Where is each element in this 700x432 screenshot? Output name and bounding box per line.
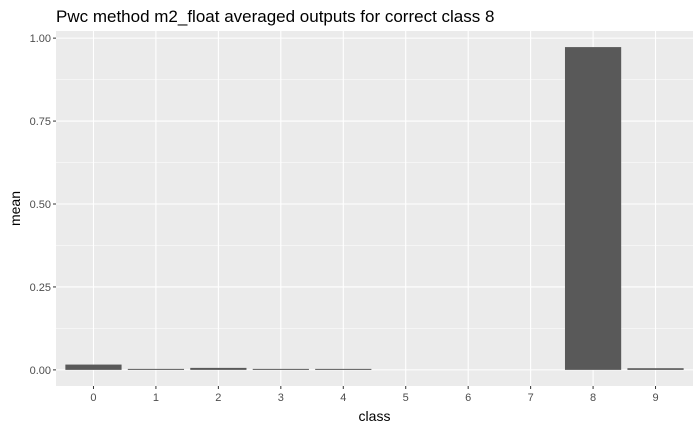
major-gridlines [56,31,693,386]
bar-class-9 [627,368,684,370]
bar-class-8 [564,47,622,370]
x-tick-label: 0 [90,392,96,404]
y-tick-label: 1.00 [30,33,51,45]
bar-class-2 [190,367,247,370]
y-tick-label: 0.25 [30,282,51,294]
x-tick-label: 2 [215,392,221,404]
x-axis: 0 1 2 3 4 5 6 7 8 9 [90,386,659,404]
y-tick-label: 0.00 [30,365,51,377]
bar-class-3 [252,368,309,370]
bar-class-1 [127,368,185,370]
bar-class-4 [315,368,372,370]
y-tick-label: 0.75 [30,116,51,128]
x-axis-title: class [359,408,391,424]
x-tick-label: 6 [465,392,471,404]
x-tick-label: 4 [340,392,346,404]
bars [65,47,684,370]
x-tick-label: 8 [590,392,596,404]
x-tick-label: 3 [278,392,284,404]
y-axis: 0.00 0.25 0.50 0.75 1.00 [30,33,56,377]
chart-title: Pwc method m2_float averaged outputs for… [56,7,494,26]
x-tick-label: 9 [652,392,658,404]
y-axis-title: mean [7,191,23,226]
y-tick-label: 0.50 [30,199,51,211]
x-tick-label: 5 [403,392,409,404]
x-tick-label: 7 [528,392,534,404]
x-tick-label: 1 [153,392,159,404]
bar-class-0 [65,364,122,370]
